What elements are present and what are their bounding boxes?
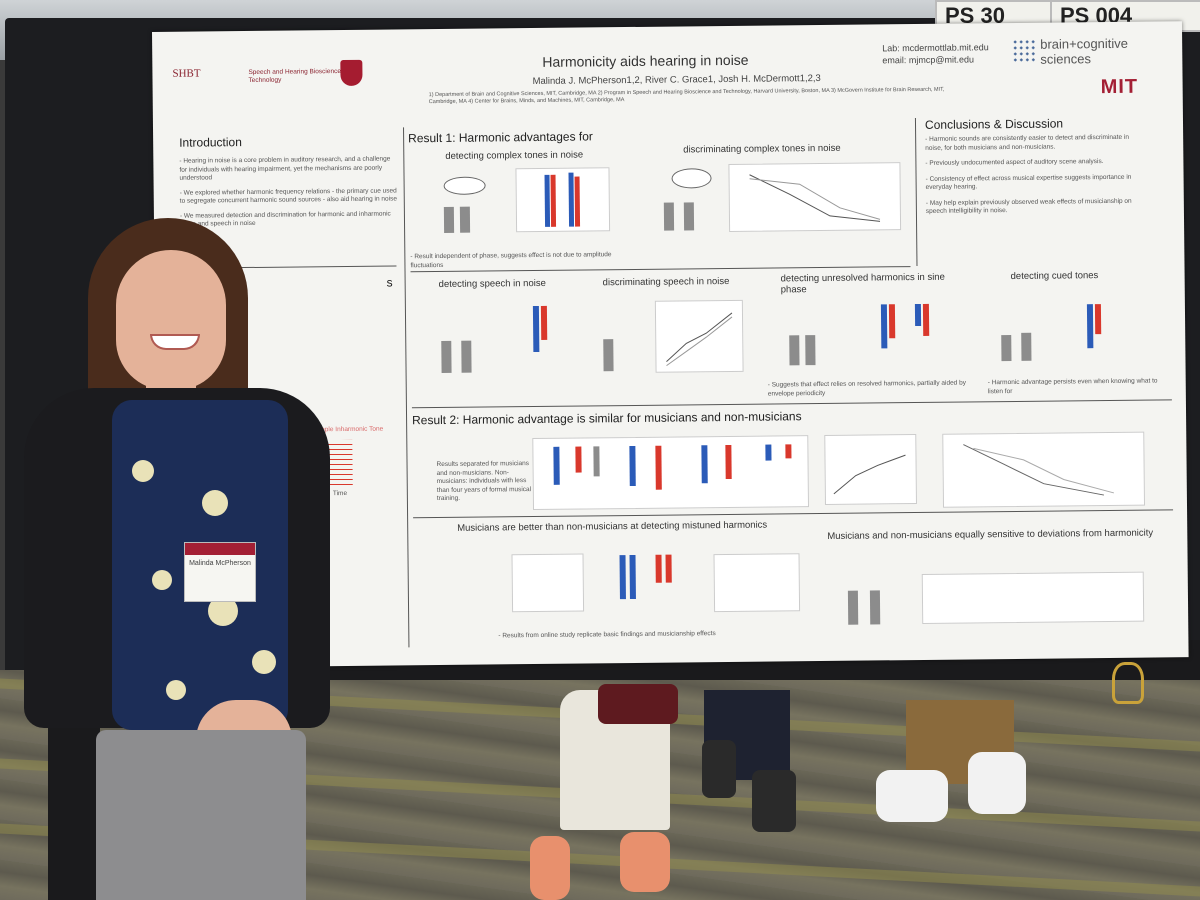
bar — [847, 590, 859, 625]
conclusion-point: - Harmonic sounds are consistently easie… — [925, 133, 1129, 152]
bar — [1021, 332, 1032, 361]
conclusions-heading: Conclusions & Discussion — [924, 116, 1064, 132]
bar — [459, 206, 471, 233]
shoe — [530, 836, 570, 900]
words-in-noise-lines — [833, 454, 906, 495]
result2-sub-sensitivity: Musicians and non-musicians equally sens… — [827, 527, 1154, 542]
chart-online-boxplot — [713, 553, 801, 613]
harvard-shield-icon — [340, 59, 363, 87]
name-badge: Malinda McPherson — [184, 542, 256, 602]
shoe — [620, 832, 670, 892]
bar — [443, 206, 455, 233]
bar — [655, 554, 662, 583]
bar — [1094, 304, 1102, 335]
chart-jitter-detection — [921, 571, 1145, 624]
intro-body: - Hearing in noise is a core problem in … — [179, 155, 400, 229]
methods-heading: s — [386, 275, 393, 290]
chart-lab-boxplot — [511, 553, 585, 613]
bar — [603, 339, 614, 372]
speech-bubble-icon — [671, 168, 712, 189]
bar — [663, 202, 675, 231]
bcs-logo: brain+cognitive sciences — [1040, 35, 1129, 67]
bar — [441, 340, 452, 373]
chart-words-in-noise — [824, 434, 917, 505]
bar — [1001, 335, 1012, 362]
bar — [805, 335, 816, 366]
chart-musicians — [532, 435, 810, 511]
poster-contact: Lab: mcdermottlab.mit.edu email: mjmcp@m… — [882, 41, 989, 66]
chart-pitch-discrimination — [728, 162, 902, 232]
mit-logo: MIT — [1100, 75, 1139, 99]
panel-title: detecting speech in noise — [438, 277, 546, 291]
conclusion-point: - Consistency of effect across musical e… — [925, 173, 1132, 191]
shoe — [702, 740, 736, 798]
result1-note: - Harmonic advantage persists even when … — [987, 377, 1158, 395]
bar — [789, 335, 800, 366]
conclusions-body: - Harmonic sounds are consistently easie… — [925, 134, 1142, 217]
badge-name: Malinda McPherson — [189, 560, 251, 567]
result2-heading: Result 2: Harmonic advantage is similar … — [412, 409, 802, 428]
lab-url: Lab: mcdermottlab.mit.edu — [882, 42, 989, 54]
bar — [869, 590, 881, 625]
shoe — [876, 770, 948, 822]
panel-title: detecting unresolved harmonics in sine p… — [780, 271, 945, 296]
presenter-pants — [96, 730, 306, 900]
result2-sub-musicians: Musicians are better than non-musicians … — [457, 519, 768, 534]
lab-email: email: mjmcp@mit.edu — [882, 54, 975, 66]
panel-title: detecting complex tones in noise — [445, 149, 584, 162]
bar — [540, 305, 548, 340]
intro-paragraph: - We explored whether harmonic frequency… — [179, 186, 397, 205]
poster-authors: Malinda J. McPherson1,2, River C. Grace1… — [532, 72, 821, 88]
bar — [880, 304, 888, 349]
bar — [461, 340, 472, 373]
conclusion-point: - May help explain previously observed w… — [925, 197, 1132, 215]
speech-bubble-icon — [443, 176, 486, 195]
conclusion-point: - Previously undocumented aspect of audi… — [925, 158, 1104, 167]
bar — [532, 305, 540, 353]
result1-heading: Result 1: Harmonic advantages for — [408, 129, 593, 146]
presenter-face — [116, 250, 226, 390]
bar — [629, 554, 636, 600]
bar — [888, 304, 896, 339]
shoe — [968, 752, 1026, 814]
intro-paragraph: - Hearing in noise is a core problem in … — [179, 155, 391, 182]
pitch-thresholds-lines — [963, 444, 1115, 496]
intro-paragraph: - We measured detection and discriminati… — [179, 210, 391, 228]
bar — [914, 303, 922, 327]
result1-note: - Result independent of phase, suggests … — [410, 251, 612, 269]
result1-note: - Suggests that effect relies on resolve… — [767, 379, 966, 398]
result2-footer: - Results from online study replicate ba… — [498, 630, 716, 640]
bar — [683, 202, 695, 231]
bar — [619, 555, 626, 600]
pencil-clip-icon — [1112, 662, 1144, 704]
bcs-logo-icon — [1012, 38, 1037, 63]
shoe — [752, 770, 796, 832]
poster-affiliations: 1) Department of Brain and Cognitive Sci… — [428, 86, 945, 106]
chart-speech-words — [654, 299, 744, 373]
chart-detecting-tones — [515, 167, 611, 233]
chart-pitch-thresholds — [942, 431, 1146, 508]
result2-note: Results separated for musicians and non-… — [436, 460, 532, 503]
bar — [922, 303, 930, 336]
scientific-poster: SHBT Speech and Hearing Bioscience and T… — [152, 21, 1189, 668]
shbt-logo: SHBT — [172, 67, 201, 80]
panel-title: discriminating speech in noise — [602, 275, 730, 289]
bar — [1086, 304, 1094, 349]
panel-title: discriminating complex tones in noise — [683, 142, 841, 156]
panel-title: detecting cued tones — [1010, 270, 1099, 283]
axis-time-label: Time — [332, 489, 348, 498]
bar — [665, 554, 672, 583]
red-bag — [598, 684, 678, 724]
poster-title: Harmonicity aids hearing in noise — [542, 51, 749, 70]
speech-words-lines — [666, 312, 733, 367]
pitch-discrimination-lines — [749, 174, 881, 222]
intro-heading: Introduction — [179, 135, 242, 150]
